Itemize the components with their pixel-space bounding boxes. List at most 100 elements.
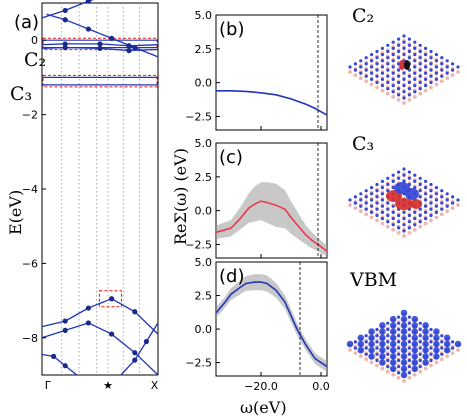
atom-pink xyxy=(434,360,439,365)
band-point-7-2 xyxy=(143,338,149,345)
atom-blue xyxy=(397,358,401,363)
atom-blue xyxy=(386,213,390,218)
atom-blue xyxy=(451,201,455,205)
atom-blue xyxy=(391,71,395,75)
ytick-label-2: −4 xyxy=(22,183,38,196)
orbital-lobe xyxy=(410,199,422,209)
structure-c2-image xyxy=(348,34,460,105)
atom-blue xyxy=(429,352,433,356)
atom-blue xyxy=(418,346,422,350)
orbital-lobe xyxy=(389,334,397,342)
structure-c3-label: C₃ xyxy=(352,133,374,155)
band-point-2-3 xyxy=(126,43,132,49)
atom-blue xyxy=(375,49,379,54)
atom-blue xyxy=(429,74,433,78)
orbital-lobe xyxy=(389,353,397,360)
atom-blue xyxy=(364,352,368,356)
atom-blue xyxy=(397,220,401,224)
atom-blue xyxy=(353,195,357,199)
atom-blue xyxy=(391,179,395,183)
atom-blue xyxy=(386,365,390,369)
atom-blue xyxy=(434,53,438,57)
atom-pink xyxy=(348,348,352,352)
band-line-1 xyxy=(46,13,159,58)
band-point-3-3 xyxy=(126,48,132,54)
band-line-5 xyxy=(41,322,159,376)
atom-blue xyxy=(418,321,422,325)
orbital-lobe xyxy=(411,359,419,366)
atom-blue xyxy=(418,358,422,363)
atom-blue xyxy=(424,65,428,69)
atom-blue xyxy=(380,65,384,69)
atom-blue xyxy=(413,210,417,214)
orbital-lobe xyxy=(433,334,440,342)
panel-a-defect-levels xyxy=(42,37,158,308)
atom-pink xyxy=(385,369,390,374)
atom-pink xyxy=(445,354,450,359)
atom-pink xyxy=(407,231,412,235)
orbital-lobe xyxy=(443,334,451,342)
atom-pink xyxy=(364,357,369,362)
orbital-lobe xyxy=(400,365,408,373)
atom-pink xyxy=(353,206,358,211)
atom-blue xyxy=(386,56,390,60)
atom-blue xyxy=(429,49,433,54)
panel-a-label: (a) xyxy=(14,12,39,33)
atom-pink xyxy=(429,363,433,368)
atom-pink xyxy=(391,372,396,377)
band-point-0-2 xyxy=(85,0,91,4)
atom-blue xyxy=(407,87,411,91)
orbital-lobe xyxy=(433,346,440,354)
atom-blue xyxy=(413,90,417,94)
atom-blue xyxy=(407,37,411,41)
atom-blue xyxy=(375,56,379,60)
ytick-label-1: 2.5 xyxy=(195,290,213,303)
atom-blue xyxy=(418,352,422,356)
atom-blue xyxy=(407,220,411,224)
atom-blue xyxy=(451,68,455,72)
atom-blue xyxy=(375,334,379,338)
atom-blue xyxy=(380,59,384,63)
atom-pink xyxy=(445,209,450,214)
atom-blue xyxy=(348,65,352,69)
atom-pink xyxy=(375,85,379,90)
atom-pink xyxy=(375,363,379,368)
orbital-lobe xyxy=(422,346,429,354)
atom-pink xyxy=(418,224,423,229)
atom-blue xyxy=(424,186,428,190)
atom-blue xyxy=(402,71,406,75)
atom-blue xyxy=(402,210,406,214)
atom-blue xyxy=(402,34,406,38)
atom-pink xyxy=(380,221,385,226)
orbital-lobe xyxy=(368,353,375,360)
atom-blue xyxy=(380,77,384,81)
atom-pink xyxy=(391,227,396,232)
self-energy-line xyxy=(215,281,328,368)
orbital-lobe xyxy=(379,359,386,366)
atom-blue xyxy=(418,340,422,344)
atom-blue xyxy=(418,176,422,180)
c2-state-label: C₂ xyxy=(24,49,46,71)
atom-blue xyxy=(440,189,444,193)
ytick-label-3: −2.5 xyxy=(185,357,212,370)
self-energy-ylabel: ReΣ(ω) (eV) xyxy=(171,148,190,245)
orbital-lobe xyxy=(400,371,408,379)
atom-pink xyxy=(380,88,385,93)
atom-blue xyxy=(380,204,384,208)
atom-blue xyxy=(402,53,406,57)
atom-blue xyxy=(424,84,428,88)
orbital-lobe xyxy=(422,359,429,366)
atom-blue xyxy=(397,56,401,60)
orbital-lobe xyxy=(399,60,405,70)
atom-blue xyxy=(424,198,428,202)
atom-blue xyxy=(391,223,395,227)
atom-blue xyxy=(397,346,401,350)
atom-blue xyxy=(370,77,374,81)
orbital-lobe xyxy=(411,328,419,335)
atom-blue xyxy=(386,189,390,193)
orbital-lobe xyxy=(400,353,408,360)
atom-blue xyxy=(364,334,368,338)
atom-blue xyxy=(391,77,395,81)
atom-pink xyxy=(375,218,379,223)
atom-blue xyxy=(370,198,374,202)
